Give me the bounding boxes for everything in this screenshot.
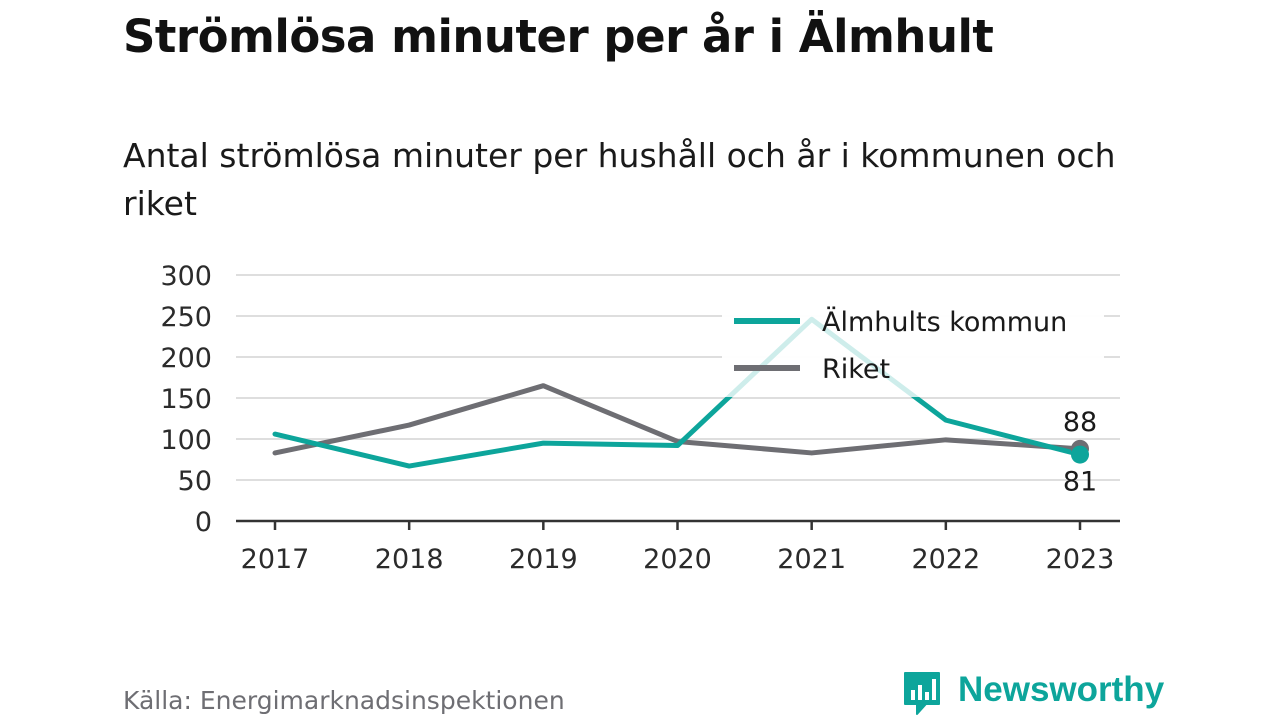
x-tick-label: 2020 xyxy=(643,544,712,575)
chart-title: Strömlösa minuter per år i Älmhult xyxy=(123,10,994,63)
series-line-almhult xyxy=(272,316,1083,469)
y-tick-label: 150 xyxy=(160,384,212,415)
y-tick-label: 200 xyxy=(160,343,212,374)
x-tick-label: 2017 xyxy=(241,544,310,575)
x-tick-label: 2023 xyxy=(1046,544,1115,575)
y-tick-label: 0 xyxy=(195,507,212,538)
y-axis-ticks: 0 50 100 150 200 250 300 xyxy=(160,261,212,538)
brand-name: Newsworthy xyxy=(958,670,1165,709)
end-point-almhult xyxy=(1071,445,1089,464)
series-lines: Älmhults kommun Riket xyxy=(272,295,1104,469)
source-note: Källa: Energimarknadsinspektionen xyxy=(123,686,565,715)
bar-chart-speech-bubble-icon xyxy=(904,672,940,715)
legend-label: Älmhults kommun xyxy=(822,306,1067,338)
data-labels: 88 81 xyxy=(1063,407,1097,498)
x-tick-label: 2019 xyxy=(509,544,578,575)
legend-label: Riket xyxy=(822,354,890,385)
chart-subtitle: Antal strömlösa minuter per hushåll och … xyxy=(123,136,1116,223)
brand: Newsworthy xyxy=(902,670,1165,718)
y-tick-label: 50 xyxy=(178,466,212,497)
legend-overlay xyxy=(722,295,1104,397)
end-label: 88 xyxy=(1063,407,1097,438)
x-tick-label: 2021 xyxy=(777,544,846,575)
y-tick-label: 100 xyxy=(160,425,212,456)
y-tick-label: 300 xyxy=(160,261,212,292)
series-line-riket xyxy=(272,383,1083,456)
x-tick-label: 2018 xyxy=(375,544,444,575)
x-tick-label: 2022 xyxy=(911,544,980,575)
end-label: 81 xyxy=(1063,467,1097,498)
x-axis-ticks: 2017 2018 2019 2020 2021 2022 2023 xyxy=(241,521,1115,575)
y-tick-label: 250 xyxy=(160,302,212,333)
